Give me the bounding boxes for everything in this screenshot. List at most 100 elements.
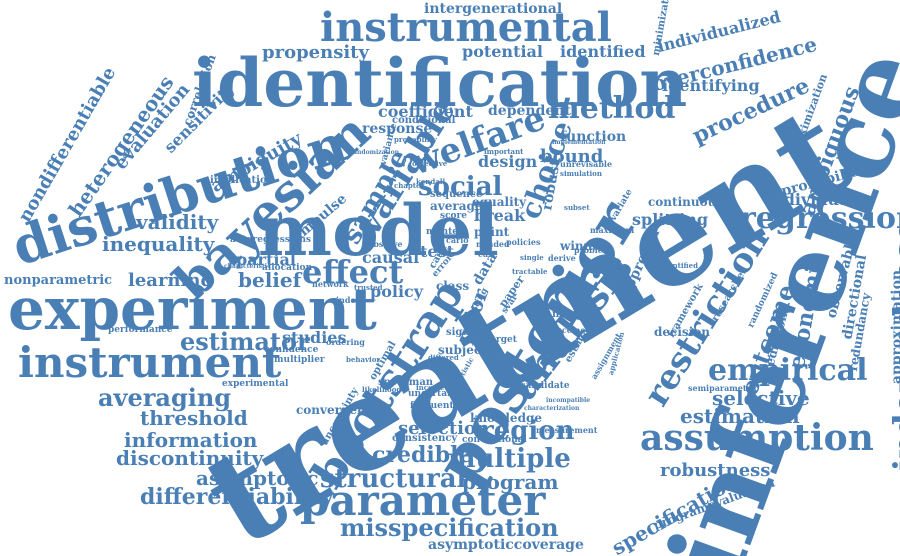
word: asymptoticcoverage bbox=[428, 537, 584, 553]
word: program bbox=[462, 470, 559, 494]
word: implication bbox=[210, 175, 274, 186]
word: policy bbox=[370, 282, 424, 301]
word: spearman bbox=[378, 377, 434, 388]
word: likelihood bbox=[362, 385, 402, 394]
word: monte bbox=[426, 227, 458, 237]
word: sequence bbox=[430, 189, 483, 200]
word: parameter bbox=[300, 476, 546, 525]
word: single bbox=[520, 253, 544, 262]
word: potential bbox=[462, 42, 543, 61]
word: method bbox=[548, 91, 676, 126]
word: kendall bbox=[416, 177, 446, 186]
word: experimental bbox=[222, 379, 289, 389]
word: conventional bbox=[462, 435, 527, 445]
word: target bbox=[486, 335, 517, 345]
word: randomization bbox=[350, 149, 399, 156]
word: robustness bbox=[660, 460, 771, 481]
word: differed bbox=[428, 353, 459, 362]
word: experiment bbox=[8, 275, 377, 343]
word: class bbox=[436, 279, 470, 293]
word: structural bbox=[320, 464, 467, 494]
word: semiparametric bbox=[688, 383, 759, 393]
word: multiplier bbox=[274, 355, 325, 365]
word: frequentist bbox=[410, 401, 467, 411]
word: observe bbox=[368, 239, 403, 249]
word: inequality bbox=[102, 232, 215, 256]
word: region bbox=[480, 416, 575, 446]
word: learning bbox=[128, 270, 214, 291]
word: threshold bbox=[140, 406, 248, 430]
word: instrumental bbox=[320, 4, 612, 51]
word: regression bbox=[740, 201, 900, 236]
word: carlo bbox=[446, 235, 469, 245]
word: nonparametric bbox=[4, 273, 113, 288]
word: differentiability bbox=[140, 484, 334, 510]
word: allocation bbox=[262, 263, 313, 273]
word: averaging bbox=[98, 383, 232, 412]
word: empirical bbox=[708, 353, 868, 388]
word: probability bbox=[394, 135, 437, 144]
word: multiple bbox=[448, 444, 571, 474]
word: misspecification bbox=[340, 513, 559, 542]
word: estimation bbox=[680, 404, 800, 428]
word: propensity bbox=[262, 42, 369, 63]
word: instrument bbox=[18, 338, 282, 387]
word: estimator bbox=[180, 327, 310, 356]
word: bound bbox=[540, 146, 604, 167]
word: objective bbox=[412, 159, 448, 168]
word: important bbox=[484, 147, 524, 156]
word: intergenerational bbox=[424, 1, 563, 17]
word: convergence bbox=[296, 403, 381, 417]
word: subject bbox=[438, 343, 487, 357]
word: knowledge bbox=[470, 411, 542, 425]
word: belief bbox=[238, 268, 302, 292]
word: performance bbox=[108, 325, 173, 335]
word: test bbox=[420, 242, 454, 261]
word: approximation bbox=[889, 269, 900, 385]
word: index bbox=[336, 295, 361, 305]
word: design bbox=[478, 152, 538, 171]
word: maximum bbox=[590, 225, 635, 235]
word: coefficient bbox=[378, 102, 473, 121]
word: identification bbox=[192, 44, 688, 122]
word: effect bbox=[302, 253, 404, 291]
word: confidence bbox=[264, 345, 319, 355]
word: income bbox=[416, 383, 445, 392]
word: decision bbox=[654, 325, 710, 339]
word: set-identified bbox=[646, 261, 698, 270]
word: implementation bbox=[552, 139, 606, 146]
word: consistency bbox=[392, 433, 458, 444]
word: autoregressions bbox=[230, 235, 311, 245]
word: discontinuity bbox=[116, 446, 264, 470]
word: neglect bbox=[552, 309, 594, 320]
word: characteristic bbox=[224, 263, 271, 270]
word: assumption bbox=[640, 417, 874, 459]
word: credible bbox=[372, 442, 473, 468]
word: equality bbox=[472, 195, 527, 209]
word: identifying bbox=[662, 76, 760, 95]
word: minded bbox=[476, 239, 510, 249]
word: vaccine bbox=[552, 325, 586, 335]
word: average bbox=[430, 199, 483, 213]
word: splitting bbox=[632, 210, 709, 229]
word: selection bbox=[398, 418, 490, 439]
word: causal bbox=[362, 248, 420, 267]
word: partial bbox=[236, 250, 296, 269]
word: signal bbox=[446, 327, 480, 338]
word: tractable bbox=[512, 267, 548, 276]
word: behavior bbox=[346, 355, 381, 364]
word: break bbox=[474, 206, 526, 225]
word: continuous bbox=[648, 195, 724, 209]
word: problem bbox=[574, 245, 612, 255]
word: characterization bbox=[524, 405, 580, 412]
word: incompatible bbox=[546, 397, 591, 404]
word: unrevisable bbox=[560, 159, 613, 169]
word: trusted bbox=[354, 283, 383, 292]
word: individual bbox=[766, 190, 856, 209]
word: selective bbox=[712, 386, 810, 410]
word: information bbox=[124, 428, 258, 452]
word: case bbox=[478, 249, 498, 259]
word: subset bbox=[564, 203, 590, 212]
word: validity bbox=[136, 210, 219, 234]
word: measurement bbox=[536, 425, 598, 435]
